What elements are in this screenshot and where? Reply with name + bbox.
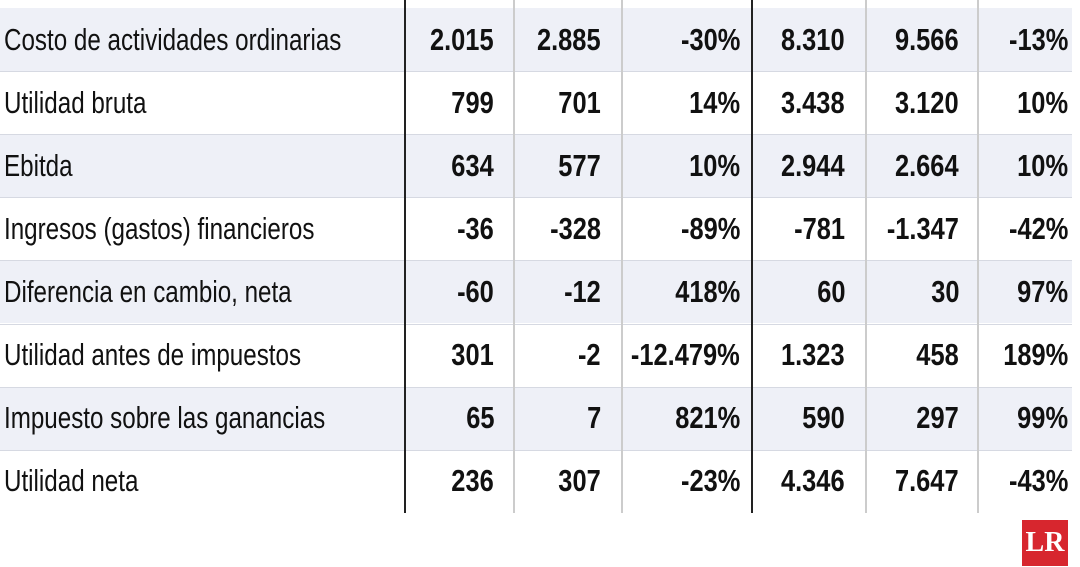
row-label: Utilidad neta xyxy=(4,463,139,499)
cell-value: 236 xyxy=(451,463,494,499)
cell-value: 590 xyxy=(802,400,845,436)
cell-value: 458 xyxy=(916,337,959,373)
cell-value: -30% xyxy=(680,21,740,57)
column-divider xyxy=(751,0,753,513)
row-label: Impuesto sobre las ganancias xyxy=(4,400,326,436)
cell-value: 3.438 xyxy=(781,84,845,120)
cell-value: -36 xyxy=(457,210,494,246)
column-divider xyxy=(621,0,623,513)
cell-value: 10% xyxy=(1017,84,1068,120)
cell-value: -42% xyxy=(1008,210,1068,246)
row-separator xyxy=(0,71,1072,73)
row-separator xyxy=(0,260,1072,262)
cell-value: 577 xyxy=(558,147,601,183)
cell-value: -328 xyxy=(550,210,601,246)
cell-value: 9.566 xyxy=(895,21,959,57)
row-separator xyxy=(0,323,1072,325)
cell-value: 60 xyxy=(816,273,845,309)
cell-value: 10% xyxy=(1017,147,1068,183)
cell-value: 701 xyxy=(558,84,601,120)
cell-value: 10% xyxy=(689,147,740,183)
row-separator xyxy=(0,386,1072,388)
cell-value: 7.647 xyxy=(895,463,959,499)
logo: LR xyxy=(1022,520,1068,566)
cell-value: 189% xyxy=(1002,337,1068,373)
row-separator xyxy=(0,197,1072,199)
cell-value: 8.310 xyxy=(781,21,845,57)
cell-value: -781 xyxy=(794,210,845,246)
table-row xyxy=(0,260,1072,324)
table-row xyxy=(0,134,1072,198)
row-label: Utilidad antes de impuestos xyxy=(4,337,302,373)
cell-value: 2.944 xyxy=(781,147,845,183)
column-divider xyxy=(404,0,406,513)
cell-value: -12.479% xyxy=(631,337,740,373)
cell-value: 1.323 xyxy=(781,337,845,373)
row-label: Utilidad bruta xyxy=(4,84,147,120)
table-row xyxy=(0,386,1072,450)
row-label: Diferencia en cambio, neta xyxy=(4,273,292,309)
cell-value: 99% xyxy=(1017,400,1068,436)
row-separator xyxy=(0,449,1072,451)
cell-value: 65 xyxy=(465,400,494,436)
cell-value: -12 xyxy=(564,273,601,309)
cell-value: 2.015 xyxy=(430,21,494,57)
cell-value: 30 xyxy=(930,273,959,309)
row-label: Ingresos (gastos) financieros xyxy=(4,210,315,246)
cell-value: -89% xyxy=(680,210,740,246)
cell-value: -23% xyxy=(680,463,740,499)
row-label: Ebitda xyxy=(4,147,73,183)
cell-value: 418% xyxy=(674,273,740,309)
cell-value: 7 xyxy=(586,400,601,436)
cell-value: 634 xyxy=(451,147,494,183)
table-row xyxy=(0,8,1072,72)
column-divider xyxy=(865,0,867,513)
cell-value: 297 xyxy=(916,400,959,436)
cell-value: -2 xyxy=(578,337,601,373)
cell-value: 97% xyxy=(1017,273,1068,309)
cell-value: 799 xyxy=(451,84,494,120)
row-label: Costo de actividades ordinarias xyxy=(4,21,342,57)
column-divider xyxy=(977,0,979,513)
cell-value: -1.347 xyxy=(886,210,959,246)
cell-value: -60 xyxy=(457,273,494,309)
cell-value: 307 xyxy=(558,463,601,499)
cell-value: 2.664 xyxy=(895,147,959,183)
cell-value: -43% xyxy=(1008,463,1068,499)
cell-value: 3.120 xyxy=(895,84,959,120)
row-separator xyxy=(0,134,1072,136)
cell-value: 14% xyxy=(689,84,740,120)
cell-value: 301 xyxy=(451,337,494,373)
cell-value: 821% xyxy=(674,400,740,436)
cell-value: -13% xyxy=(1008,21,1068,57)
cell-value: 4.346 xyxy=(781,463,845,499)
cell-value: 2.885 xyxy=(537,21,601,57)
column-divider xyxy=(513,0,515,513)
